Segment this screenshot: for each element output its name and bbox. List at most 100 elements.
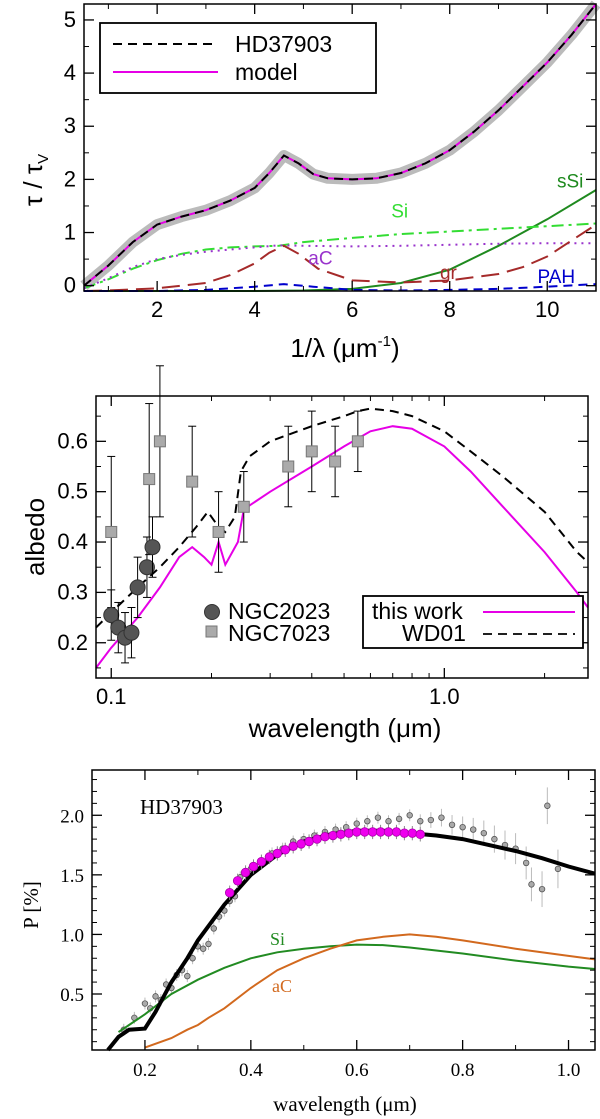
- p3-point-grey: [528, 881, 535, 888]
- p2-point-ngc2023: [144, 539, 161, 556]
- p2-y-tick-label: 0.5: [60, 985, 84, 1006]
- p1-annotations: sSi Si aC gr PAH: [308, 171, 583, 288]
- panel-polarization: 0.2 0.4 0.6 0.8 1.0 0.5 1.0 1.5 2.0 HD37903 Si a…: [19, 769, 596, 1116]
- p3-line-ac: [144, 933, 596, 1049]
- p2-legend-this-work: this work: [372, 598, 463, 624]
- p3-point-magenta: [359, 827, 370, 837]
- p3-point-magenta: [312, 834, 322, 844]
- p2-point-ngc7023: [153, 435, 166, 448]
- p1-line-hd37903: [83, 3, 597, 287]
- p2-point-ngc2023: [129, 579, 146, 596]
- p3-point-magenta: [407, 828, 418, 838]
- p3-point-grey: [406, 812, 413, 819]
- p3-point-magenta: [248, 861, 259, 872]
- p2-point-ngc2023: [138, 559, 155, 576]
- p2-point-ngc7023: [105, 525, 118, 538]
- p3-point-magenta: [367, 827, 378, 837]
- p2-legend-box: [362, 595, 584, 649]
- p1-label-pah: PAH: [537, 267, 575, 288]
- p3-line-si: [117, 943, 596, 1033]
- p3-chart-title: HD37903: [140, 795, 223, 819]
- p2-x-tick-label: 1.0: [557, 1060, 581, 1081]
- p3-point-grey: [205, 940, 212, 948]
- p2-x-tick-label: 0.2: [133, 1060, 157, 1081]
- p2-legend-ngc2023: NGC2023: [228, 598, 330, 624]
- p2-point-ngc7023: [351, 435, 364, 448]
- p3-point-grey: [417, 818, 424, 825]
- p2-ticks: 0.1 1.0 0.2 0.3 0.4 0.5 0.6: [57, 396, 588, 709]
- p0-x-tick-label: 8: [444, 297, 456, 322]
- p1-y-tick-label: 0.6: [57, 428, 88, 453]
- p1-y-tick-label: 0.4: [57, 529, 88, 554]
- p3-point-grey: [522, 859, 530, 867]
- p1-plot-frame: [83, 3, 597, 292]
- p2-y-tick-label: 1.0: [60, 925, 84, 946]
- p1-y-axis-title-sub: V: [35, 154, 52, 164]
- p0-y-tick-label: 4: [64, 60, 76, 85]
- p3-point-grey: [480, 829, 488, 837]
- p3-point-magenta: [336, 829, 346, 840]
- p2-point-ngc7023: [143, 473, 156, 486]
- p1-legend: HD37903 model: [99, 22, 377, 94]
- p1-label-ac: aC: [308, 248, 332, 269]
- p0-y-tick-label: 3: [64, 113, 76, 138]
- p3-point-grey: [470, 826, 477, 833]
- p3-point-magenta: [280, 845, 290, 855]
- p2-point-ngc7023: [282, 460, 295, 473]
- p3-ticks: 0.2 0.4 0.6 0.8 1.0 0.5 1.0 1.5 2.0: [60, 770, 595, 1081]
- p1-x-axis-title-end: ): [391, 333, 400, 363]
- p0-y-tick-label: 1: [64, 220, 76, 245]
- p1-line-ac: [83, 242, 596, 290]
- p3-point-magenta: [272, 848, 283, 859]
- p2-point-ngc7023: [329, 455, 342, 468]
- p3-point-magenta: [288, 841, 298, 851]
- p2-legend-lines: this work WD01: [362, 595, 584, 649]
- p0-x-tick-label: 4: [249, 297, 261, 322]
- p2-data-points: [103, 365, 364, 664]
- p3-line-model-total: [106, 828, 596, 1052]
- p3-point-magenta: [232, 876, 243, 886]
- p1-y-tick-label: 0.2: [57, 630, 88, 655]
- p2-plot-frame: [95, 395, 589, 679]
- p0-x-tick-label: 6: [346, 297, 358, 322]
- p3-point-grey: [189, 955, 196, 962]
- p1-line-si: [83, 222, 597, 290]
- p3-series-lines: [106, 828, 596, 1052]
- p3-point-grey: [544, 802, 551, 809]
- p3-magenta-points: [224, 824, 425, 900]
- p2-point-ngc7023: [305, 445, 318, 458]
- p3-point-grey: [199, 945, 207, 952]
- p3-point-grey: [184, 972, 191, 980]
- p1-line-gr: [83, 223, 597, 292]
- p2-legend-wd01: WD01: [402, 620, 466, 646]
- p2-legend-ngc2023-marker: [204, 604, 220, 620]
- p3-point-grey: [448, 821, 456, 829]
- p3-point-grey: [459, 823, 466, 831]
- p2-point-ngc7023: [212, 525, 225, 538]
- p2-point-ngc2023: [123, 624, 140, 641]
- p2-x-axis-title: wavelength (μm): [248, 713, 442, 743]
- p3-point-grey: [438, 814, 445, 821]
- p2-y-tick-label: 1.5: [60, 866, 84, 887]
- p3-point-magenta: [328, 830, 338, 841]
- p1-x-tick-label: 1.0: [429, 684, 460, 709]
- p1-label-ssi: sSi: [557, 171, 583, 192]
- p2-point-ngc7023: [237, 500, 250, 513]
- p2-legend-ngc7023-marker: [205, 625, 218, 638]
- p3-x-axis-title: wavelength (μm): [273, 1092, 417, 1116]
- p3-point-grey: [395, 815, 403, 823]
- p2-x-tick-label: 0.4: [239, 1060, 263, 1081]
- p0-x-tick-label: 10: [535, 297, 559, 322]
- p1-x-axis-title-sup: -1: [378, 333, 391, 350]
- p3-point-magenta: [375, 827, 386, 837]
- p1-y-tick-label: 0.5: [57, 479, 88, 504]
- p3-point-magenta: [304, 836, 314, 847]
- p1-label-gr: gr: [440, 263, 458, 284]
- p2-legend-ngc7023: NGC7023: [228, 620, 330, 646]
- p2-legend-points: NGC2023 NGC7023: [204, 598, 330, 646]
- p3-point-grey: [364, 818, 371, 825]
- p3-y-axis-title: P [%]: [19, 881, 43, 929]
- p1-x-axis-title-main: 1/λ (μm: [290, 333, 377, 363]
